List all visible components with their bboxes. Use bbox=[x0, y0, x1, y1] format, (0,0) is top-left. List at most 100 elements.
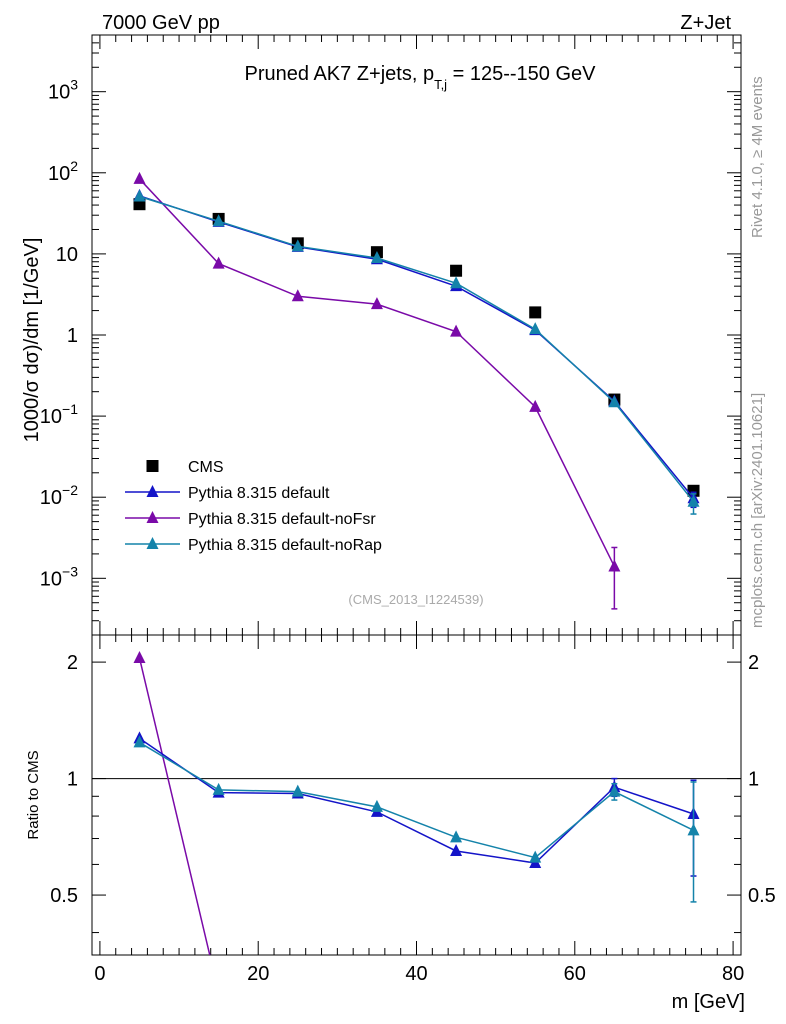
ratio-y-tick-labels: 0.5 0.5 1 1 2 2 bbox=[50, 652, 776, 907]
legend-label-default: Pythia 8.315 default bbox=[188, 485, 330, 502]
tick-exponent: −3 bbox=[62, 563, 78, 579]
x-tick-label: 20 bbox=[247, 963, 269, 985]
ratio-point-noRap bbox=[370, 799, 383, 812]
analysis-tag: (CMS_2013_I1224539) bbox=[348, 592, 483, 607]
ratio-y-tick-label-right: 2 bbox=[748, 652, 759, 674]
tick-exponent: −1 bbox=[62, 401, 78, 417]
data-point-noRap bbox=[608, 395, 621, 408]
legend-label-cms: CMS bbox=[188, 459, 224, 476]
mcplots-label: mcplots.cern.ch [arXiv:2401.10621] bbox=[749, 393, 766, 628]
ratio-line-noRap bbox=[139, 741, 694, 859]
data-point-noRap bbox=[133, 189, 146, 202]
series-noRap bbox=[133, 189, 700, 515]
x-tick-label: 0 bbox=[94, 963, 105, 985]
tick-exponent: −2 bbox=[62, 482, 78, 498]
data-point-cms bbox=[529, 306, 542, 319]
title-subscript: T,j bbox=[434, 77, 447, 92]
legend-marker-noFsr bbox=[146, 511, 159, 523]
ratio-line-default bbox=[139, 737, 694, 864]
tick-exponent: 3 bbox=[70, 77, 78, 93]
x-tick-label: 60 bbox=[564, 963, 586, 985]
data-point-noFsr bbox=[212, 256, 225, 269]
data-point-noRap bbox=[212, 214, 225, 227]
data-point-noRap bbox=[291, 239, 304, 252]
y-tick-label: 102 bbox=[48, 158, 78, 185]
tick-base: 10 bbox=[40, 406, 62, 428]
series-line-noFsr bbox=[138, 178, 616, 567]
ratio-frame bbox=[91, 634, 742, 956]
data-point-noFsr bbox=[450, 324, 463, 337]
data-point-noRap bbox=[529, 322, 542, 335]
ratio-panel: 0.5 0.5 1 1 2 2 0 20 40 60 80 Ratio to CMS m [GeV… bbox=[25, 634, 776, 1013]
series-cms bbox=[133, 198, 700, 497]
tick-base: 10 bbox=[56, 244, 78, 266]
ratio-y-tick-label-right: 1 bbox=[748, 769, 759, 791]
data-point-cms bbox=[450, 264, 463, 277]
ratio-point-noRap bbox=[687, 823, 700, 836]
ratio-y-tick-label-left: 0.5 bbox=[50, 885, 78, 907]
ratio-y-tick-label-left: 1 bbox=[67, 769, 78, 791]
ratio-point-noRap bbox=[133, 735, 146, 748]
ratio-y-tick-label-right: 0.5 bbox=[748, 885, 776, 907]
data-point-noFsr bbox=[529, 399, 542, 412]
main-y-axis-label: 1000/σ dσ)/dm [1/GeV] bbox=[21, 238, 43, 443]
ratio-y-axis-label: Ratio to CMS bbox=[25, 750, 42, 839]
data-point-noFsr bbox=[133, 171, 146, 184]
x-tick-label: 80 bbox=[722, 963, 744, 985]
legend-marker-noRap bbox=[146, 537, 159, 549]
tick-base: 10 bbox=[48, 163, 70, 185]
ratio-point-noFsr bbox=[133, 650, 146, 663]
ratio-point-noRap bbox=[450, 830, 463, 843]
legend-label-noRap: Pythia 8.315 default-noRap bbox=[188, 537, 382, 554]
ratio-point-noRap bbox=[529, 850, 542, 863]
data-point-noFsr bbox=[291, 289, 304, 302]
legend-marker-cms bbox=[146, 460, 159, 472]
y-tick-label: 10−3 bbox=[40, 563, 78, 590]
title-rest: = 125--150 GeV bbox=[447, 63, 596, 85]
ratio-data bbox=[92, 650, 741, 955]
ratio-point-default bbox=[450, 843, 463, 856]
data-point-noRap bbox=[450, 276, 463, 289]
ratio-y-tick-label-left: 2 bbox=[67, 652, 78, 674]
x-tick-labels: 0 20 40 60 80 bbox=[94, 963, 744, 985]
x-axis-label: m [GeV] bbox=[672, 991, 745, 1013]
chart-title: Pruned AK7 Z+jets, pT,j = 125--150 GeV bbox=[245, 63, 597, 92]
data-point-noFsr bbox=[370, 297, 383, 310]
ratio-point-noRap bbox=[291, 784, 304, 797]
ratio-line-noFsr bbox=[138, 657, 211, 955]
ratio-series-noFsr bbox=[133, 650, 211, 955]
tick-base: 1 bbox=[67, 325, 78, 347]
series-line-noRap bbox=[139, 195, 695, 503]
tick-base: 10 bbox=[40, 568, 62, 590]
legend: CMS Pythia 8.315 default Pythia 8.315 defa… bbox=[125, 459, 382, 554]
data-point-noRap bbox=[687, 494, 700, 507]
ratio-point-noRap bbox=[608, 784, 621, 797]
legend-label-noFsr: Pythia 8.315 default-noFsr bbox=[188, 511, 376, 528]
ratio-point-noRap bbox=[212, 782, 225, 795]
data-point-noRap bbox=[370, 251, 383, 264]
rivet-label: Rivet 4.1.0, ≥ 4M events bbox=[749, 76, 766, 238]
y-tick-label: 10 bbox=[56, 244, 78, 266]
series-noFsr bbox=[133, 171, 621, 610]
tick-base: 10 bbox=[40, 487, 62, 509]
ratio-series-noRap bbox=[133, 735, 700, 903]
ratio-axis-ticks bbox=[92, 635, 741, 955]
main-data bbox=[133, 171, 700, 610]
header-right: Z+Jet bbox=[680, 12, 731, 34]
legend-marker-default bbox=[146, 485, 159, 497]
tick-exponent: 2 bbox=[70, 158, 78, 174]
data-point-noFsr bbox=[608, 559, 621, 572]
tick-base: 10 bbox=[48, 82, 70, 104]
ratio-series-default bbox=[133, 731, 700, 877]
y-tick-label: 10−1 bbox=[40, 401, 78, 428]
y-tick-label: 10−2 bbox=[40, 482, 78, 509]
main-axis-ticks bbox=[92, 34, 741, 636]
title-main: Pruned AK7 Z+jets, p bbox=[245, 63, 435, 85]
y-tick-label: 103 bbox=[48, 77, 78, 104]
series-line-default bbox=[139, 195, 695, 499]
x-tick-label: 40 bbox=[405, 963, 427, 985]
y-tick-label: 1 bbox=[67, 325, 78, 347]
